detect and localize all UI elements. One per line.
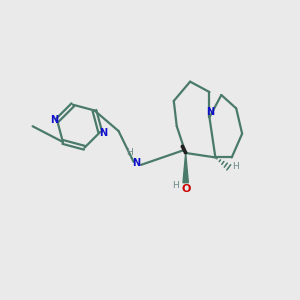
Polygon shape <box>183 153 188 183</box>
Text: N: N <box>206 107 214 117</box>
Text: H: H <box>172 181 178 190</box>
Text: H: H <box>126 148 133 158</box>
Text: N: N <box>50 115 58 125</box>
Text: N: N <box>99 128 107 138</box>
Text: H: H <box>232 161 239 170</box>
Text: N: N <box>133 158 141 168</box>
Text: O: O <box>182 184 191 194</box>
